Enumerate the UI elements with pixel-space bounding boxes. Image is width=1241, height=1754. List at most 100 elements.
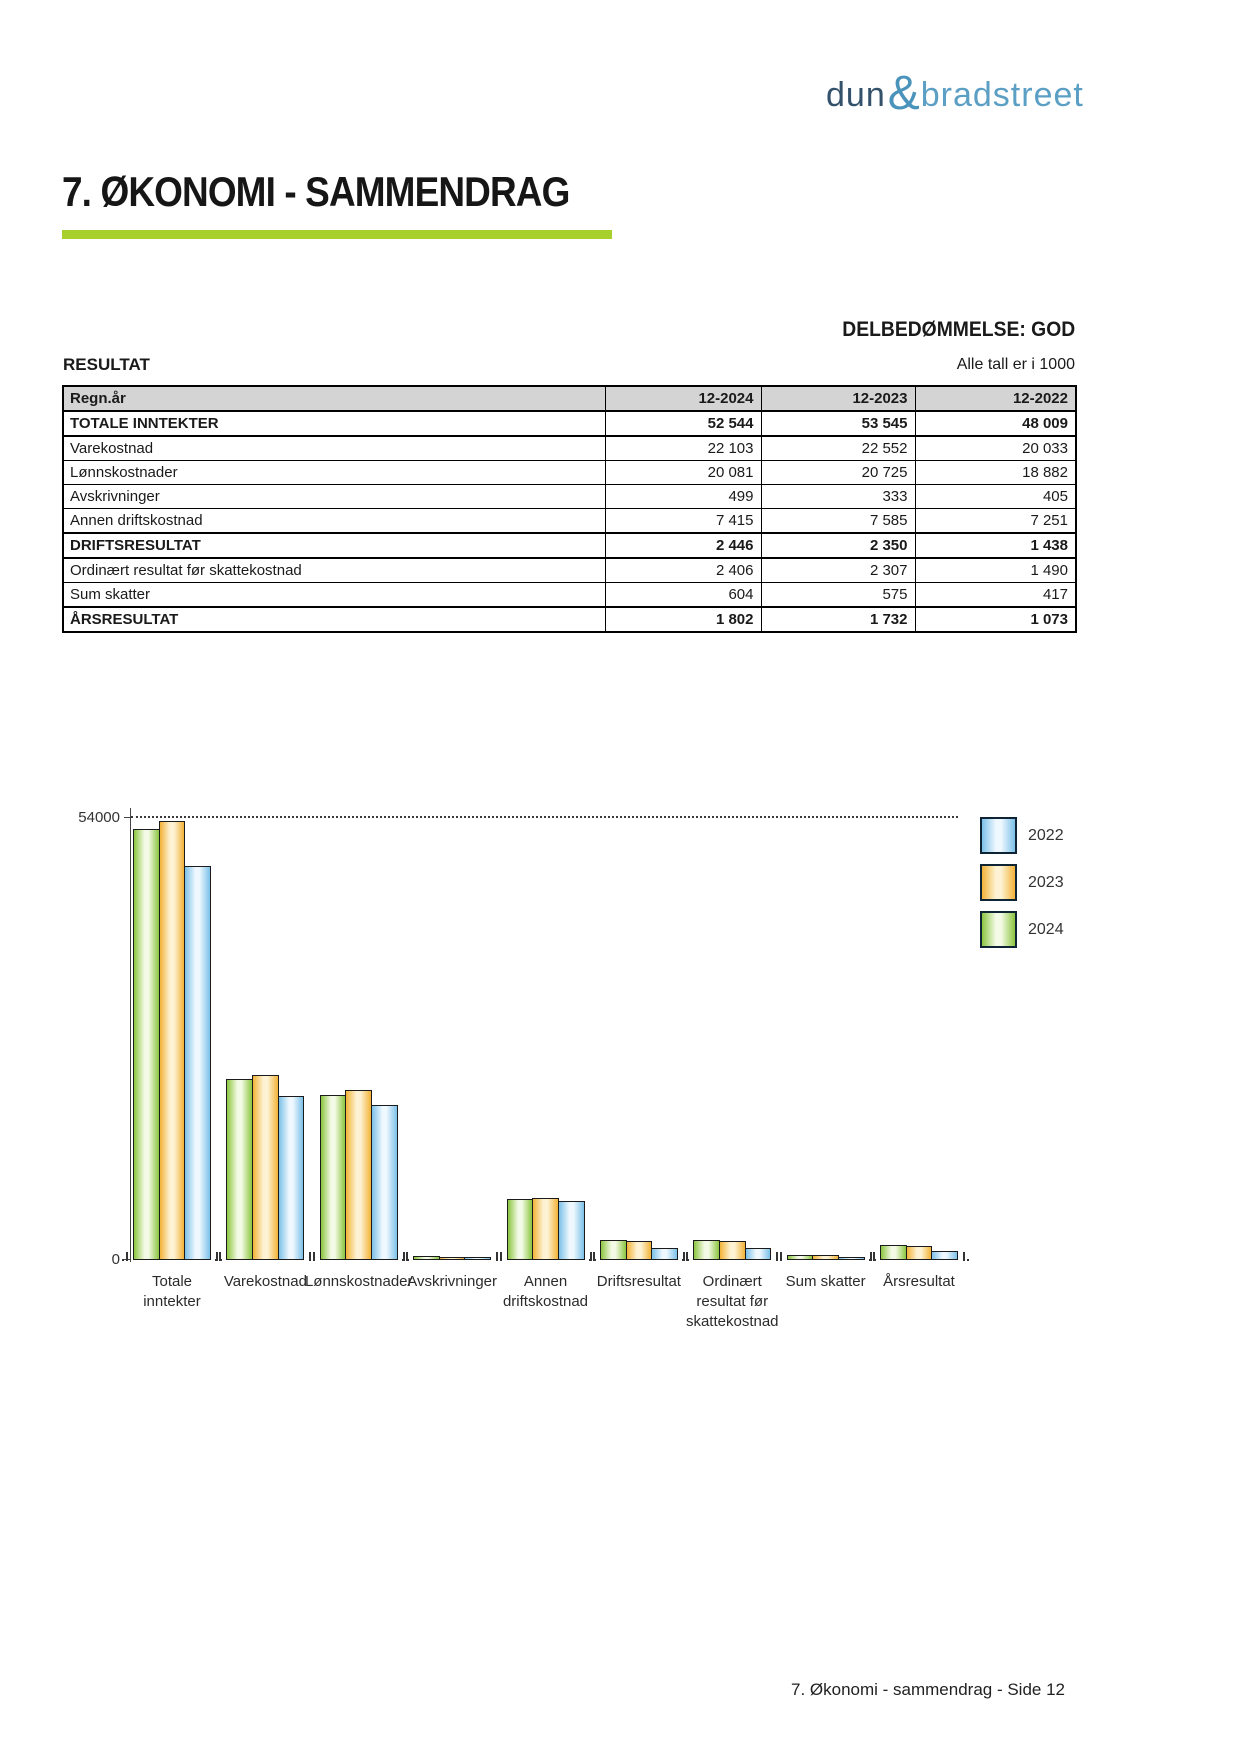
bar-2024 <box>880 1245 907 1260</box>
table-row: ÅRSRESULTAT 1 802 1 732 1 073 <box>62 606 1077 633</box>
column-header-regnaar: Regn.år <box>62 385 606 412</box>
row-value: 405 <box>914 484 1077 509</box>
x-axis-label: Driftsresultat <box>554 1272 724 1292</box>
table-row: Ordinært resultat før skattekostnad 2 406… <box>62 557 1077 583</box>
x-axis-tick <box>215 1252 222 1261</box>
x-axis-tick <box>588 1252 595 1261</box>
row-value: 22 552 <box>760 435 916 461</box>
row-value: 1 490 <box>914 557 1077 583</box>
row-value: 499 <box>604 484 762 509</box>
bar-2024 <box>786 1255 814 1260</box>
row-label: DRIFTSRESULTAT <box>62 532 606 559</box>
bar-2024 <box>599 1239 627 1260</box>
table-row: TOTALE INNTEKTER 52 544 53 545 48 009 <box>62 410 1077 437</box>
table-row: Lønnskostnader 20 081 20 725 18 882 <box>62 460 1077 485</box>
bar-2023 <box>252 1075 279 1260</box>
bar-group: Driftsresultat <box>588 817 689 1290</box>
row-value: 7 251 <box>914 508 1077 534</box>
logo-text-dun: dun <box>826 76 886 114</box>
y-axis-line <box>130 808 131 1262</box>
bar-group: Årsresultat <box>869 817 969 1290</box>
x-axis-tick <box>775 1252 782 1261</box>
x-axis-label-line: Ordinært <box>702 1273 762 1290</box>
page-footer: 7. Økonomi - sammendrag - Side 12 <box>790 1680 1065 1699</box>
bar-2022 <box>557 1200 585 1260</box>
y-axis-tick-label-max: 54000 <box>78 809 120 826</box>
units-note: Alle tall er i 1000 <box>956 356 1075 373</box>
row-label: Annen driftskostnad <box>62 508 606 534</box>
row-value: 333 <box>760 484 916 509</box>
legend-label: 2023 <box>1028 873 1064 891</box>
bar-2022 <box>371 1105 398 1260</box>
table-header-row: Regn.år 12-2024 12-2023 12-2022 <box>62 385 1077 412</box>
x-axis-label-line: Årsresultat <box>883 1273 955 1290</box>
row-label: TOTALE INNTEKTER <box>62 410 606 437</box>
row-value: 20 725 <box>760 460 916 485</box>
table-row: Varekostnad 22 103 22 552 20 033 <box>62 435 1077 461</box>
bars-area: Totale inntekter Varekostnad Lønnskostnader… <box>122 817 969 1330</box>
row-value: 2 406 <box>604 557 762 583</box>
row-value: 2 446 <box>604 532 762 559</box>
bar-group: Varekostnad <box>215 817 316 1290</box>
chart-legend: 2022 2023 2024 <box>980 817 1064 958</box>
bar-2024 <box>506 1199 534 1260</box>
row-value: 1 438 <box>914 532 1077 559</box>
row-label: ÅRSRESULTAT <box>62 606 606 633</box>
legend-label: 2024 <box>1028 920 1064 938</box>
x-axis-label-line: Lønnskostnader <box>304 1273 413 1290</box>
row-value: 1 732 <box>760 606 916 633</box>
bar-2022 <box>184 866 212 1260</box>
legend-item: 2023 <box>980 864 1064 901</box>
x-axis-label-line: Driftsresultat <box>596 1273 681 1290</box>
bar-2023 <box>625 1240 653 1260</box>
assessment-rating: DELBEDØMMELSE: GOD <box>842 318 1075 341</box>
x-axis-label-line: Totale <box>151 1273 193 1290</box>
row-value: 52 544 <box>604 410 762 437</box>
bar-2022 <box>837 1256 865 1260</box>
bar-2024 <box>413 1255 440 1260</box>
row-value: 20 081 <box>604 460 762 485</box>
row-value: 1 802 <box>604 606 762 633</box>
bar-2022 <box>651 1248 678 1260</box>
legend-swatch-2024 <box>980 911 1017 948</box>
x-axis-tick <box>308 1252 315 1261</box>
table-row: Avskrivninger 499 333 405 <box>62 484 1077 509</box>
x-axis-label-line: resultat før <box>696 1293 769 1310</box>
bar-2024 <box>693 1240 720 1260</box>
row-value: 2 307 <box>760 557 916 583</box>
section-label: RESULTAT <box>63 355 150 374</box>
row-value: 7 585 <box>760 508 916 534</box>
row-value: 604 <box>604 582 762 608</box>
row-label: Ordinært resultat før skattekostnad <box>62 557 606 583</box>
row-value: 7 415 <box>604 508 762 534</box>
x-axis-tick <box>495 1252 502 1261</box>
row-value: 20 033 <box>914 435 1077 461</box>
bar-2023 <box>532 1197 559 1260</box>
bar-group: Sum skatter <box>775 817 876 1290</box>
row-value: 48 009 <box>914 410 1077 437</box>
bar-2023 <box>718 1241 746 1260</box>
x-axis-tick <box>122 1252 128 1261</box>
bar-2023 <box>905 1245 933 1260</box>
x-axis-label-line: Varekostnad <box>223 1273 307 1290</box>
x-axis-tick <box>402 1252 409 1261</box>
bar-2023 <box>158 820 186 1260</box>
x-axis-tick <box>963 1252 969 1261</box>
y-axis-tick-label-zero: 0 <box>111 1251 120 1268</box>
x-axis-label: Totale inntekter <box>87 1272 257 1312</box>
legend-label: 2022 <box>1028 826 1064 844</box>
logo-ampersand-icon: & <box>887 67 920 120</box>
bar-group: Lønnskostnader <box>305 817 413 1290</box>
max-value-gridline <box>131 816 958 818</box>
bar-2022 <box>277 1095 305 1260</box>
y-axis-tick-max <box>124 817 130 818</box>
x-axis-label: Sum skatter <box>741 1272 911 1292</box>
row-value: 22 103 <box>604 435 762 461</box>
table-row: Annen driftskostnad 7 415 7 585 7 251 <box>62 508 1077 534</box>
bar-group: Avskrivninger <box>402 817 503 1290</box>
title-accent-bar <box>62 230 612 239</box>
page-title: 7. ØKONOMI - SAMMENDRAG <box>62 168 570 215</box>
row-value: 575 <box>760 582 916 608</box>
row-value: 417 <box>914 582 1077 608</box>
bar-2022 <box>744 1247 772 1260</box>
